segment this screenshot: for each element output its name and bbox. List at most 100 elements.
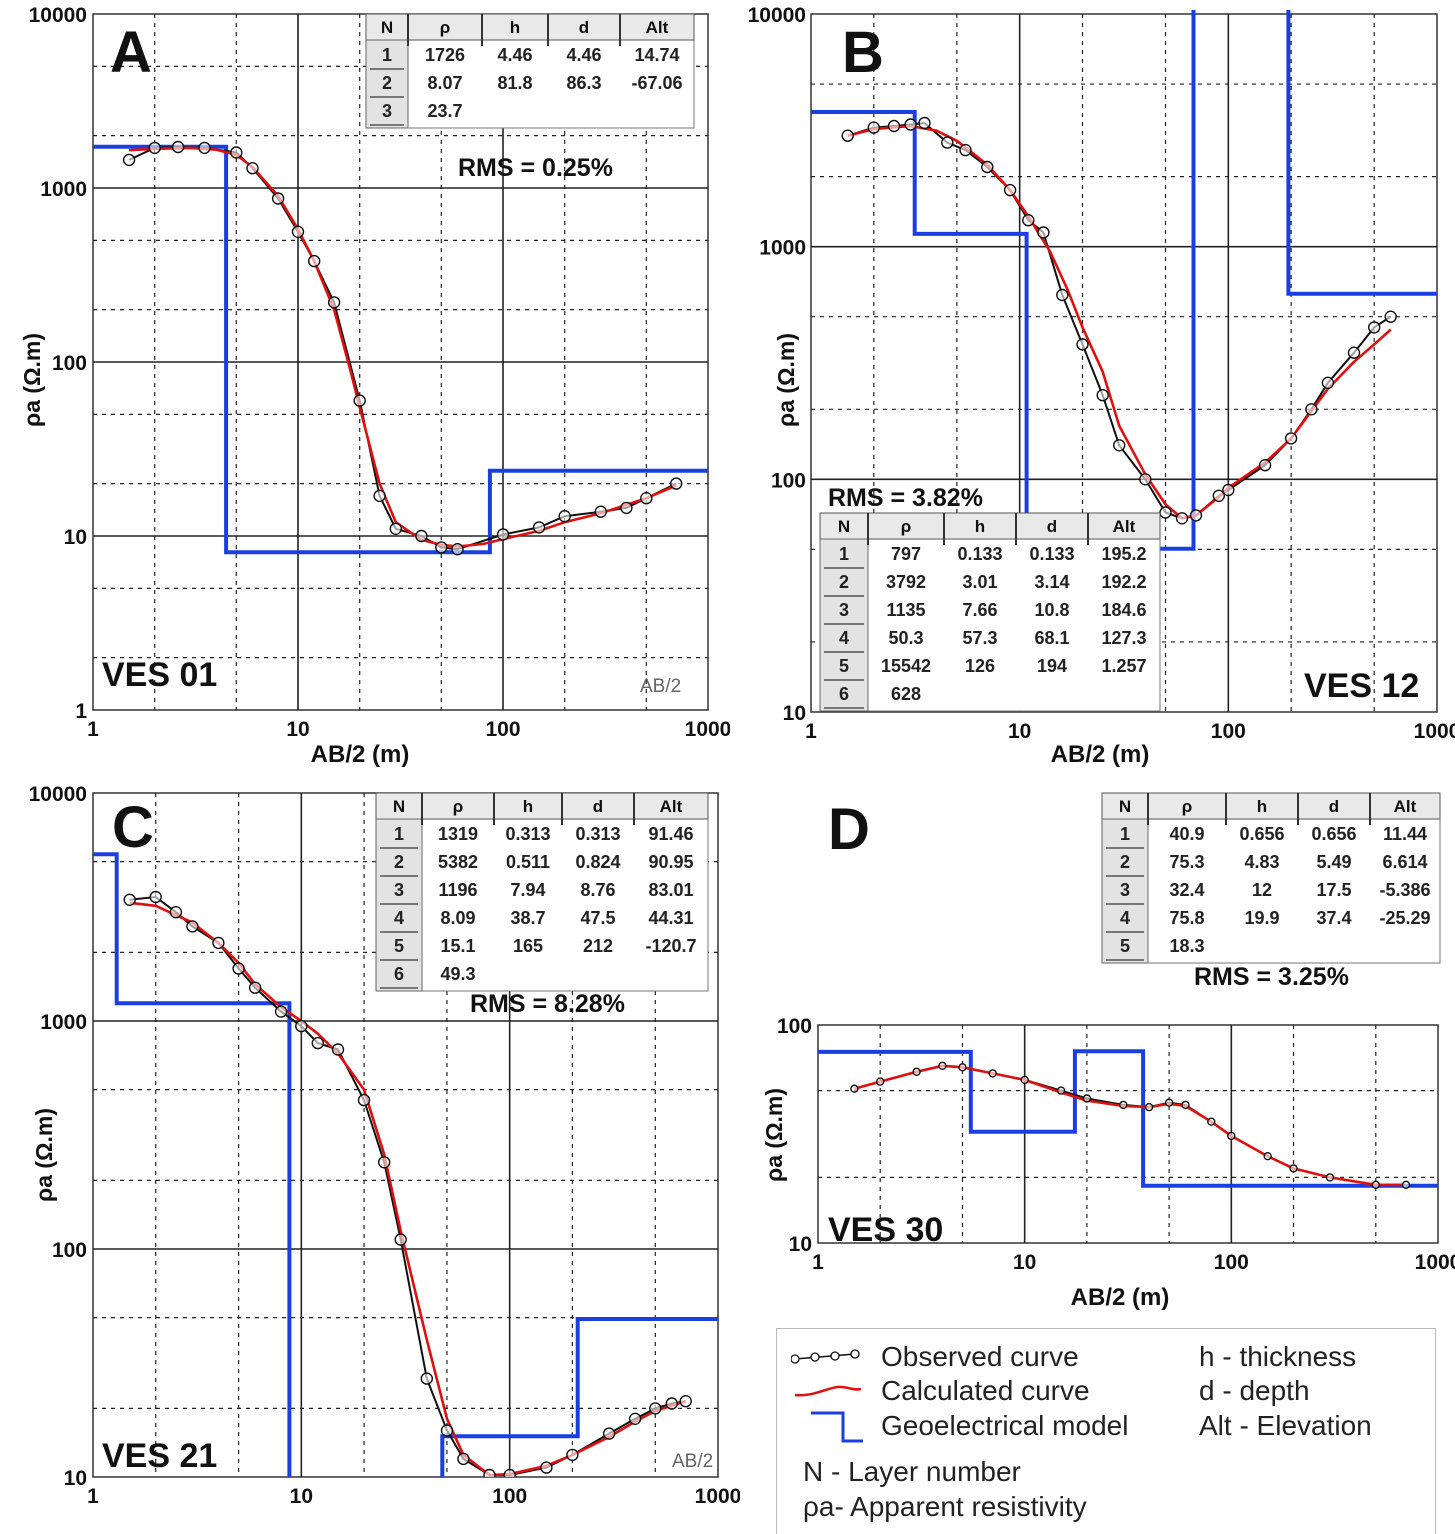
observed-point <box>1166 1099 1173 1106</box>
y-tick-label: 10 <box>783 702 806 725</box>
observed-point <box>149 142 160 153</box>
observed-point <box>333 1044 344 1055</box>
table-header-cell: Alt <box>1394 797 1417 816</box>
observed-point <box>416 531 427 542</box>
table-cell: 50.3 <box>888 628 923 648</box>
x-tick-label: 1000 <box>695 1485 740 1508</box>
table-cell: 3 <box>382 101 392 121</box>
chart-panel-ves-01: 1 10 100 1000 1 10 100 1000 10000 AB/2 (m) ρa (Ω.m… <box>0 0 730 775</box>
table-cell: 1 <box>839 544 849 564</box>
observed-point <box>666 1398 677 1409</box>
geoelectrical-model-swatch <box>791 1409 863 1445</box>
legend-observed-label: Observed curve <box>881 1341 1079 1373</box>
table-cell: 0.313 <box>505 824 550 844</box>
observed-point <box>1182 1101 1189 1108</box>
table-cell: 23.7 <box>427 101 462 121</box>
table-cell: 90.95 <box>648 852 693 872</box>
y-tick-label: 10000 <box>29 783 87 806</box>
table-cell: 0.133 <box>957 544 1002 564</box>
observed-point <box>309 256 320 267</box>
observed-point <box>621 502 632 513</box>
observed-point <box>1228 1132 1235 1139</box>
panel-letter: A <box>110 20 152 85</box>
table-cell: 6.614 <box>1382 852 1427 872</box>
table-cell: 165 <box>513 936 543 956</box>
table-header-cell: h <box>523 797 533 816</box>
x-tick-label: 10 <box>1008 720 1031 743</box>
observed-point <box>1097 390 1108 401</box>
table-cell: 194 <box>1037 656 1067 676</box>
observed-point <box>939 1062 946 1069</box>
table-cell: 0.133 <box>1029 544 1074 564</box>
observed-point <box>868 122 879 133</box>
observed-point <box>959 1064 966 1071</box>
y-tick-label: 10 <box>64 526 87 549</box>
table-cell: 3792 <box>886 572 926 592</box>
table-cell: 5 <box>1120 936 1130 956</box>
table-cell: 0.824 <box>575 852 620 872</box>
table-header-cell: ρ <box>440 18 451 37</box>
observed-point <box>942 137 953 148</box>
legend-thickness-label: h - thickness <box>1199 1341 1356 1373</box>
table-cell: -120.7 <box>645 936 696 956</box>
table-cell: -67.06 <box>631 73 682 93</box>
table-cell: 1 <box>1120 824 1130 844</box>
x-tick-label: 100 <box>1211 720 1246 743</box>
table-cell: 38.7 <box>510 908 545 928</box>
observed-point <box>390 523 401 534</box>
table-cell: 0.656 <box>1311 824 1356 844</box>
observed-point <box>842 130 853 141</box>
table-cell: 91.46 <box>648 824 693 844</box>
observed-point <box>630 1413 641 1424</box>
table-header-cell: h <box>510 18 520 37</box>
table-cell: 212 <box>583 936 613 956</box>
y-tick-label: 10000 <box>29 4 87 27</box>
table-cell: 86.3 <box>566 73 601 93</box>
y-tick-label: 100 <box>777 1015 812 1038</box>
corner-note: AB/2 <box>672 1451 713 1472</box>
table-header-row <box>1102 793 1440 819</box>
observed-point <box>1385 311 1396 322</box>
observed-point <box>1057 290 1068 301</box>
table-cell: 15542 <box>881 656 931 676</box>
layer-table: Nρ h d Alt1 1319 0.313 0.313 91.462 5382 0.511 0.8… <box>376 793 708 991</box>
observed-point <box>960 145 971 156</box>
layer-table: Nρ h d Alt1 797 0.133 0.133 195.22 3792 3.01 3.14 1… <box>820 513 1160 711</box>
observed-point <box>1038 227 1049 238</box>
legend-layer-number-label: N - Layer number <box>803 1456 1021 1488</box>
observed-point <box>1177 513 1188 524</box>
table-cell: 4.46 <box>497 45 532 65</box>
table-cell: 5382 <box>438 852 478 872</box>
table-cell: 4.83 <box>1244 852 1279 872</box>
observed-point <box>458 1453 469 1464</box>
observed-point <box>641 493 652 504</box>
table-cell: 7.66 <box>962 600 997 620</box>
observed-point <box>1264 1153 1271 1160</box>
observed-point <box>534 522 545 533</box>
observed-point <box>1191 510 1202 521</box>
observed-point <box>247 163 258 174</box>
x-tick-label: 10 <box>1013 1251 1036 1274</box>
observed-point <box>680 1396 691 1407</box>
y-tick-label: 10 <box>789 1233 812 1256</box>
table-cell: 5.49 <box>1316 852 1351 872</box>
observed-point <box>1021 1076 1028 1083</box>
table-cell: 40.9 <box>1169 824 1204 844</box>
panel-letter: C <box>112 795 154 860</box>
table-header-cell: h <box>1257 797 1267 816</box>
table-cell: 1319 <box>438 824 478 844</box>
observed-point <box>442 1425 453 1436</box>
chart-panel-ves-12: 1 10 100 100010100100010000AB/2 (m)ρa (Ω.m)… <box>730 0 1455 775</box>
table-cell: 12 <box>1252 880 1272 900</box>
observed-point <box>1077 339 1088 350</box>
table-header-cell: d <box>593 797 603 816</box>
table-cell: 192.2 <box>1101 572 1146 592</box>
observed-point <box>559 511 570 522</box>
table-cell: 5 <box>394 936 404 956</box>
observed-point <box>354 395 365 406</box>
y-tick-label: 100 <box>52 1239 87 1262</box>
table-cell: 628 <box>891 684 921 704</box>
table-cell: 4 <box>1120 908 1130 928</box>
